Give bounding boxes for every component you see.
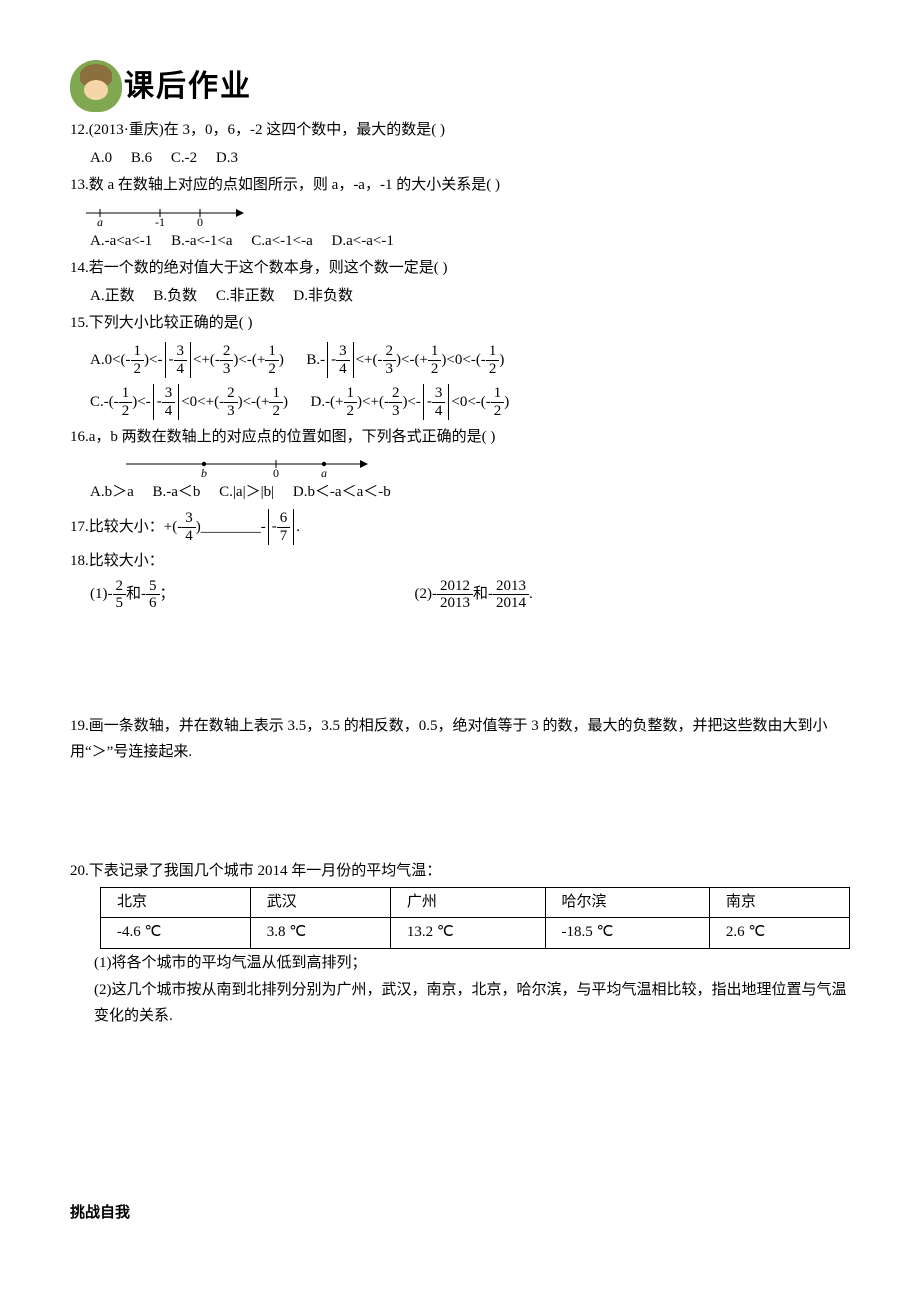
- section-title: 课后作业: [124, 61, 252, 112]
- q13-d: D.a<-a<-1: [332, 233, 394, 249]
- q14-b: B.负数: [153, 288, 197, 304]
- table-cell: 13.2 ℃: [390, 918, 545, 949]
- q15-stem: 15.下列大小比较正确的是( ): [70, 311, 860, 337]
- table-header: 南京: [709, 887, 849, 918]
- table-header: 广州: [390, 887, 545, 918]
- q16-c: C.|a|＞|b|: [219, 484, 274, 500]
- q16-opts: A.b＞a B.-a＜b C.|a|＞|b| D.b＜-a＜a＜-b: [70, 480, 860, 506]
- section-header: 课后作业: [70, 60, 860, 112]
- q18-1: (1)-25和-56；: [90, 576, 175, 612]
- q20-table: 北京武汉广州哈尔滨南京 -4.6 ℃3.8 ℃13.2 ℃-18.5 ℃2.6 ℃: [100, 887, 850, 949]
- q16-numberline: b 0 a: [120, 454, 380, 478]
- q12-opts: A.0 B.6 C.-2 D.3: [70, 146, 860, 172]
- q17: 17.比较大小：+(-34)________--67.: [70, 508, 860, 547]
- q13-b: B.-a<-1<a: [171, 233, 232, 249]
- q12-b: B.6: [131, 150, 152, 166]
- table-cell: -18.5 ℃: [545, 918, 709, 949]
- table-cell: 3.8 ℃: [250, 918, 390, 949]
- q18-2: (2)-20122013和-20132014.: [415, 576, 533, 612]
- q14-c: C.非正数: [216, 288, 275, 304]
- q12-a: A.0: [90, 150, 112, 166]
- svg-text:a: a: [321, 466, 327, 478]
- q19: 19.画一条数轴，并在数轴上表示 3.5，3.5 的相反数，0.5，绝对值等于 …: [70, 714, 860, 765]
- q14-d: D.非负数: [293, 288, 353, 304]
- q20-stem: 20.下表记录了我国几个城市 2014 年一月份的平均气温：: [70, 859, 860, 885]
- q16-stem: 16.a，b 两数在数轴上的对应点的位置如图，下列各式正确的是( ): [70, 425, 860, 451]
- q12-stem: 12.(2013·重庆)在 3，0，6，-2 这四个数中，最大的数是( ): [70, 118, 860, 144]
- q13-a: A.-a<a<-1: [90, 233, 152, 249]
- svg-text:0: 0: [273, 466, 279, 478]
- svg-text:-1: -1: [155, 215, 165, 227]
- q16-a: A.b＞a: [90, 484, 134, 500]
- q18-parts: (1)-25和-56； (2)-20122013和-20132014.: [70, 576, 860, 612]
- q16-d: D.b＜-a＜a＜-b: [293, 484, 391, 500]
- q15-opts: A.0<(-12)<--34<+(-23)<-(+12) B.--34<+(-2…: [70, 339, 860, 423]
- section-challenge: 挑战自我: [70, 1201, 860, 1227]
- table-header: 北京: [101, 887, 251, 918]
- svg-text:b: b: [201, 466, 207, 478]
- table-header: 哈尔滨: [545, 887, 709, 918]
- q12-c: C.-2: [171, 150, 197, 166]
- q20-2: (2)这几个城市按从南到北排列分别为广州，武汉，南京，北京，哈尔滨，与平均气温相…: [70, 978, 860, 1029]
- q18-stem: 18.比较大小：: [70, 549, 860, 575]
- table-cell: -4.6 ℃: [101, 918, 251, 949]
- svg-text:0: 0: [197, 215, 203, 227]
- q14-a: A.正数: [90, 288, 135, 304]
- q15-c: C.-(-12)<--34<0<+(-23)<-(+12): [90, 394, 292, 410]
- q13-opts: A.-a<a<-1 B.-a<-1<a C.a<-1<-a D.a<-a<-1: [70, 229, 860, 255]
- q15-d: D.-(+12)<+(-23)<--34<0<-(-12): [310, 394, 509, 410]
- kid-icon: [70, 60, 122, 112]
- table-cell: 2.6 ℃: [709, 918, 849, 949]
- q13-c: C.a<-1<-a: [251, 233, 312, 249]
- q12-d: D.3: [216, 150, 238, 166]
- q14-stem: 14.若一个数的绝对值大于这个数本身，则这个数一定是( ): [70, 256, 860, 282]
- q16-b: B.-a＜b: [153, 484, 201, 500]
- q13-stem: 13.数 a 在数轴上对应的点如图所示，则 a，-a，-1 的大小关系是( ): [70, 173, 860, 199]
- q14-opts: A.正数 B.负数 C.非正数 D.非负数: [70, 284, 860, 310]
- q13-numberline: a -1 0: [80, 203, 250, 227]
- q20-1: (1)将各个城市的平均气温从低到高排列；: [70, 951, 860, 977]
- table-header: 武汉: [250, 887, 390, 918]
- svg-text:a: a: [97, 215, 103, 227]
- q15-b: B.--34<+(-23)<-(+12)<0<-(-12): [306, 352, 504, 368]
- q15-a: A.0<(-12)<--34<+(-23)<-(+12): [90, 352, 288, 368]
